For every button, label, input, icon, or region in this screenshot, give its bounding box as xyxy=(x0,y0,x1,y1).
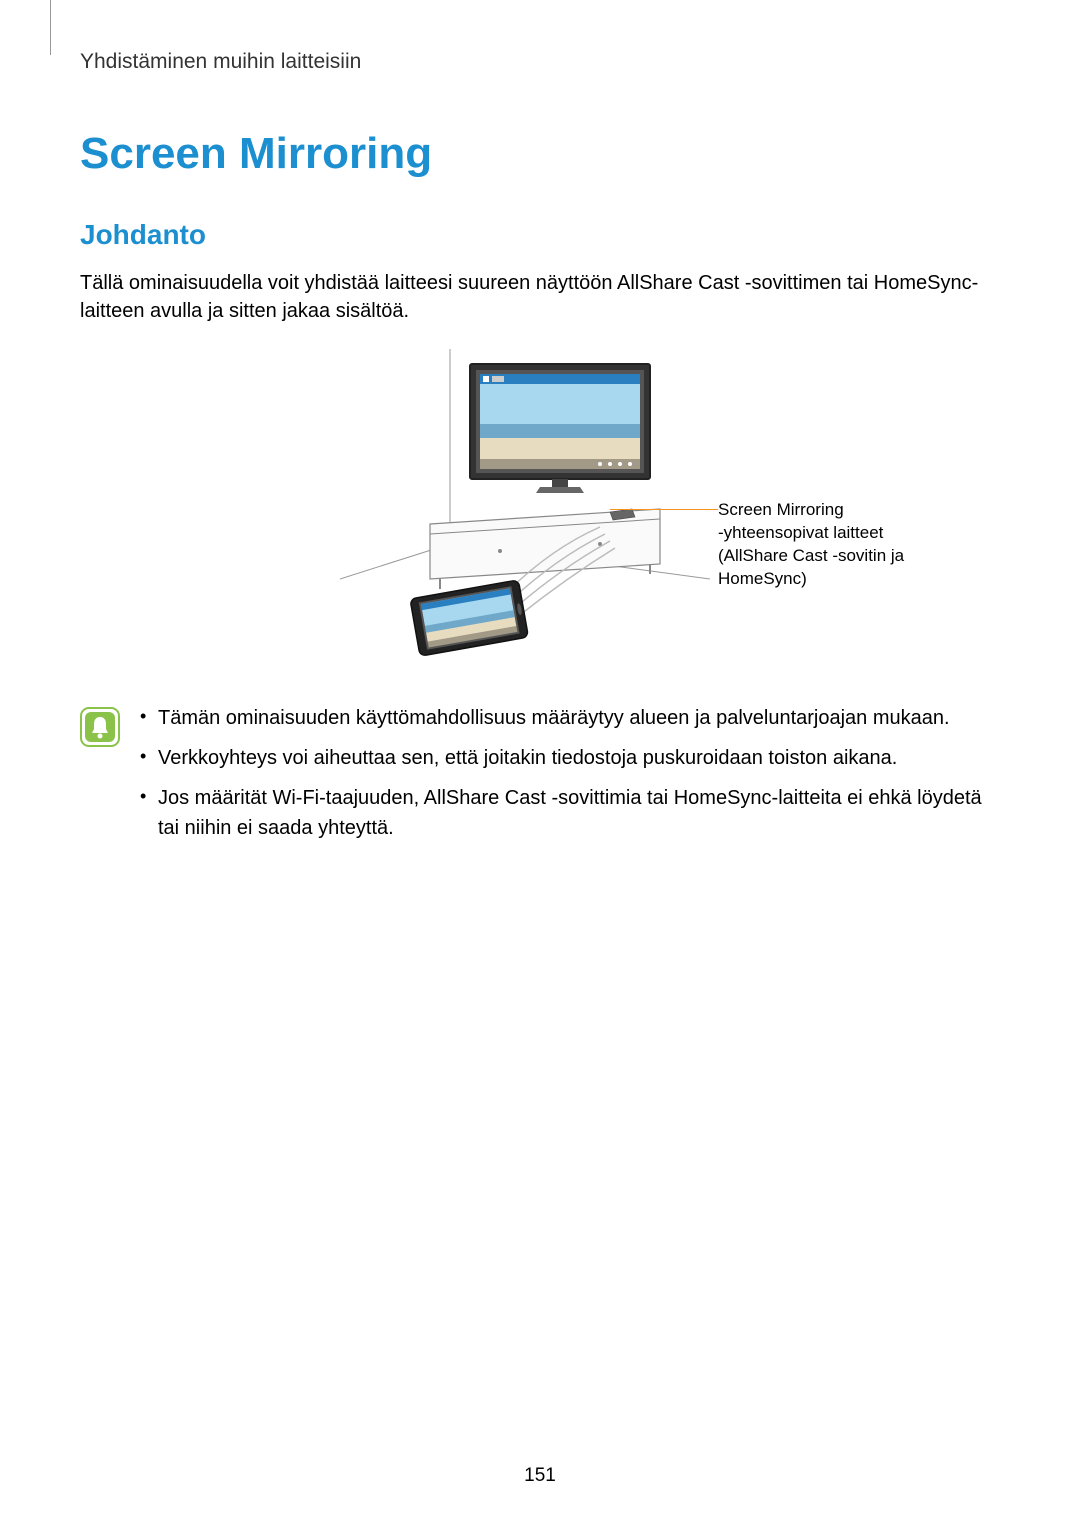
chapter-heading: Yhdistäminen muihin laitteisiin xyxy=(80,50,1000,74)
margin-line xyxy=(50,0,51,55)
note-item-3: Jos määrität Wi-Fi-taajuuden, AllShare C… xyxy=(138,783,1000,843)
note-item-2: Verkkoyhteys voi aiheuttaa sen, että joi… xyxy=(138,743,1000,773)
callout-text-2: -yhteensopivat laitteet xyxy=(718,523,883,542)
note-list: Tämän ominaisuuden käyttömahdollisuus mä… xyxy=(138,703,1000,853)
note-item-1: Tämän ominaisuuden käyttömahdollisuus mä… xyxy=(138,703,1000,733)
document-page: Yhdistäminen muihin laitteisiin Screen M… xyxy=(0,0,1080,1527)
page-title: Screen Mirroring xyxy=(80,129,1000,179)
section-heading: Johdanto xyxy=(80,219,1000,251)
callout-text-4: HomeSync) xyxy=(718,569,807,588)
page-number: 151 xyxy=(524,1465,556,1487)
note-bell-icon xyxy=(80,707,120,747)
diagram-area: Screen Mirroring -yhteensopivat laitteet… xyxy=(80,349,1000,679)
diagram-callout: Screen Mirroring -yhteensopivat laitteet… xyxy=(718,499,938,591)
callout-text-1: Screen Mirroring xyxy=(718,500,844,519)
callout-text-3: (AllShare Cast -sovitin ja xyxy=(718,546,904,565)
callout-line xyxy=(610,509,718,510)
note-block: Tämän ominaisuuden käyttömahdollisuus mä… xyxy=(80,703,1000,853)
intro-paragraph: Tällä ominaisuudella voit yhdistää laitt… xyxy=(80,269,1000,325)
